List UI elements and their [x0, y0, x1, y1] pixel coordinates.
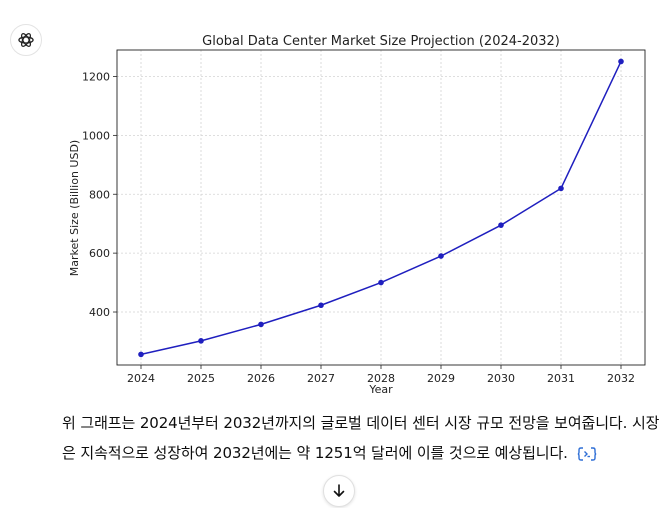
- data-point: [378, 279, 384, 286]
- data-point: [258, 321, 264, 328]
- message-text: 위 그래프는 2024년부터 2032년까지의 글로벌 데이터 센터 시장 규모…: [62, 414, 660, 462]
- code-source-icon: [577, 446, 596, 461]
- x-tick-label: 2030: [487, 372, 515, 385]
- x-tick-label: 2028: [367, 372, 395, 385]
- chart-title: Global Data Center Market Size Projectio…: [202, 34, 560, 49]
- data-point: [438, 253, 444, 259]
- x-tick-label: 2029: [427, 372, 455, 385]
- axes: [113, 49, 646, 369]
- x-tick-label: 2026: [247, 372, 275, 385]
- source-link[interactable]: [577, 446, 597, 462]
- y-axis-label: Market Size (Billion USD): [68, 140, 81, 276]
- y-tick-label: 800: [89, 188, 110, 201]
- x-tick-label: 2024: [127, 372, 155, 385]
- data-point: [498, 222, 504, 228]
- x-tick-label: 2027: [307, 372, 335, 385]
- data-point: [318, 302, 324, 309]
- x-tick-label: 2025: [187, 372, 215, 385]
- assistant-message: 위 그래프는 2024년부터 2032년까지의 글로벌 데이터 센터 시장 규모…: [62, 408, 662, 468]
- line-chart: Global Data Center Market Size Projectio…: [68, 34, 646, 396]
- x-tick-label: 2032: [607, 372, 635, 385]
- assistant-avatar: [10, 24, 42, 56]
- arrow-down-icon: [333, 484, 345, 497]
- y-tick-label: 400: [89, 306, 110, 319]
- y-tick-label: 1000: [82, 129, 110, 142]
- scroll-to-bottom-button[interactable]: [323, 475, 355, 507]
- y-tick-label: 600: [89, 247, 110, 260]
- plot-frame: [116, 49, 646, 366]
- data-point: [558, 185, 564, 192]
- data-point: [138, 351, 144, 358]
- y-tick-label: 1200: [82, 70, 110, 83]
- x-tick-label: 2031: [547, 372, 575, 385]
- chart-container: Global Data Center Market Size Projectio…: [60, 22, 660, 402]
- grid-lines: [117, 50, 645, 365]
- x-axis-label: Year: [368, 383, 393, 396]
- tick-labels: 2024 2025 2026 2027 2028 2029 2030 2031 2032 400 6…: [82, 70, 635, 385]
- data-point: [618, 58, 624, 65]
- series: [138, 58, 624, 358]
- data-point: [198, 338, 204, 344]
- openai-logo-icon: [18, 33, 34, 47]
